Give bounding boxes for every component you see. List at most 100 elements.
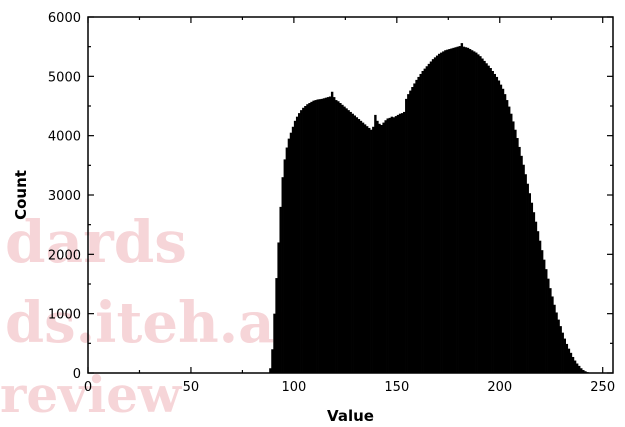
histogram-bar — [491, 70, 494, 374]
histogram-bar — [382, 122, 385, 373]
histogram-bar — [285, 147, 289, 373]
histogram-bar — [347, 110, 350, 374]
histogram-bar — [446, 49, 449, 373]
histogram-bar — [355, 117, 359, 374]
y-tick-label: 1000 — [48, 308, 81, 323]
histogram-bar — [473, 51, 476, 373]
histogram-bar — [425, 66, 429, 373]
histogram-bar — [353, 115, 356, 374]
histogram-bar — [341, 104, 344, 373]
histogram-bar — [522, 164, 525, 373]
histogram-bar — [388, 117, 391, 374]
histogram-bar — [403, 111, 406, 374]
histogram-bar — [370, 129, 373, 373]
histogram-bar — [372, 126, 375, 374]
histogram-bar — [359, 120, 363, 373]
histogram-bar — [440, 52, 443, 373]
histogram-bar — [343, 106, 346, 373]
histogram-bar — [378, 123, 381, 373]
histogram-bar — [324, 97, 328, 373]
histogram-bar — [390, 116, 394, 374]
histogram-bar — [575, 363, 579, 373]
histogram-bar — [384, 120, 387, 374]
histogram-bar — [310, 101, 313, 373]
histogram-bar — [518, 146, 521, 373]
histogram-bar — [368, 127, 371, 373]
histogram-bars — [269, 43, 591, 374]
histogram-bar — [396, 114, 400, 374]
x-tick-label: 0 — [84, 380, 92, 395]
histogram-bar — [435, 55, 439, 373]
histogram-bar — [520, 155, 523, 373]
histogram-bar — [464, 47, 468, 373]
histogram-bar — [452, 47, 455, 373]
histogram-bar — [526, 183, 529, 373]
y-tick-label: 6000 — [48, 11, 81, 26]
histogram-bar — [454, 47, 457, 373]
histogram-bar — [456, 46, 459, 374]
histogram-bar — [582, 370, 585, 373]
histogram-bar — [528, 193, 531, 373]
histogram-bar — [400, 113, 404, 374]
histogram-bar — [345, 108, 348, 374]
histogram-bar — [497, 80, 501, 374]
histogram-bar — [326, 97, 330, 373]
histogram-bar — [524, 174, 527, 373]
histogram-bar — [477, 54, 480, 373]
histogram-bar — [306, 104, 309, 373]
histogram-bar — [536, 231, 540, 373]
histogram-bar — [475, 52, 478, 373]
watermark: dards ds.iteh.ai) review — [0, 208, 322, 424]
histogram-bar — [549, 288, 552, 373]
histogram-bar — [376, 120, 379, 373]
histogram-bar — [293, 120, 297, 373]
histogram-bar — [318, 99, 321, 374]
histogram-bar — [398, 113, 402, 374]
watermark-line: review — [0, 365, 183, 424]
histogram-bar — [407, 94, 410, 373]
histogram-bar — [561, 332, 564, 373]
histogram-bar — [429, 61, 433, 373]
histogram-bar — [386, 118, 389, 374]
histogram-bar — [578, 365, 581, 373]
y-tick-label: 4000 — [48, 130, 81, 145]
histogram-bar — [409, 90, 412, 373]
histogram-bar — [295, 116, 299, 374]
histogram-bar — [485, 63, 488, 373]
histogram-bar — [365, 126, 369, 373]
histogram-bar — [291, 126, 295, 374]
histogram-bar — [357, 119, 361, 373]
histogram-bar — [555, 312, 558, 373]
histogram-bar — [275, 278, 278, 373]
histogram-bar — [328, 96, 332, 373]
histogram-bar — [283, 159, 286, 373]
histogram-bar — [481, 58, 484, 373]
histogram-bar — [349, 111, 352, 374]
histogram-bar — [487, 65, 490, 374]
histogram-bar — [314, 100, 317, 373]
histogram-bar — [351, 113, 354, 374]
histogram-bar — [510, 113, 513, 374]
histogram-bar — [508, 106, 511, 373]
histogram-bar — [289, 132, 293, 373]
histogram-bar — [571, 356, 575, 373]
histogram-bar — [380, 124, 383, 374]
histogram-bar — [320, 98, 324, 373]
histogram-bar — [322, 98, 326, 373]
histogram-bar — [565, 343, 569, 373]
histogram-bar — [479, 56, 482, 373]
histogram-bar — [298, 113, 301, 374]
histogram-bar — [483, 60, 486, 373]
histogram-bar — [442, 51, 445, 373]
x-axis-label: Value — [327, 407, 374, 425]
histogram-bar — [444, 50, 447, 373]
histogram-bar — [493, 73, 496, 374]
histogram-bar — [304, 106, 307, 373]
histogram-bar — [489, 68, 492, 373]
x-tick-label: 100 — [281, 380, 306, 395]
histogram-bar — [281, 177, 284, 373]
x-tick-label: 250 — [590, 380, 615, 395]
histogram-bar — [501, 88, 505, 373]
x-tick-label: 200 — [487, 380, 512, 395]
